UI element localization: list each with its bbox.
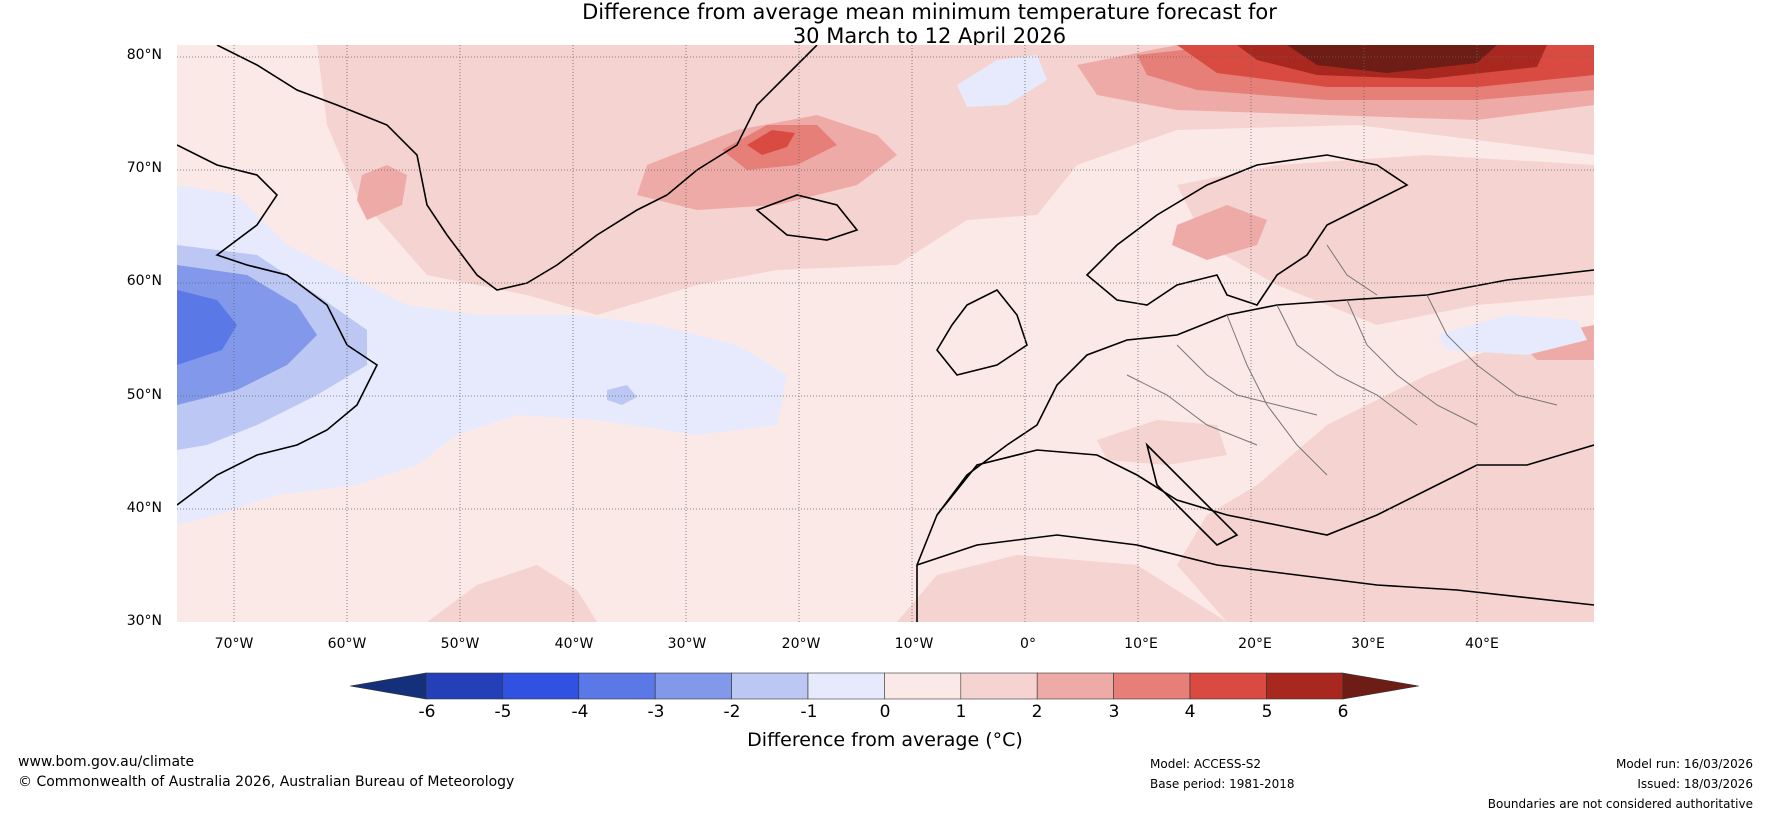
map-title-line-2: 30 March to 12 April 2026 xyxy=(792,24,1067,48)
colorbar-tick: -6 xyxy=(418,702,436,722)
anomaly-region-iceland-peak xyxy=(747,130,795,155)
colorbar-segment xyxy=(502,672,580,700)
colorbar-tick: 0 xyxy=(879,702,891,722)
colorbar-segment xyxy=(1189,672,1267,700)
colorbar-tick: 1 xyxy=(955,702,967,722)
anomaly-region-barents-peak xyxy=(1287,45,1497,73)
coast-british-isles xyxy=(936,288,1028,376)
colorbar-segment xyxy=(654,672,732,700)
coast-greenland xyxy=(216,45,818,291)
forecast-map xyxy=(177,45,1594,622)
border-3 xyxy=(1176,344,1318,416)
base-period-text: Base period: 1981-2018 xyxy=(1150,777,1295,791)
colorbar-segment xyxy=(578,672,656,700)
anomaly-region-east-mediterranean xyxy=(1177,330,1594,622)
lon-label: 50°W xyxy=(440,636,480,652)
lon-label: 20°E xyxy=(1238,636,1272,652)
anomaly-region-atlantic-cool xyxy=(177,185,787,525)
lon-label: 10°W xyxy=(894,636,934,652)
border-2 xyxy=(1276,304,1418,426)
lon-label: 20°W xyxy=(781,636,821,652)
anomaly-region-russia-cool xyxy=(1437,315,1587,355)
colorbar-tick: -1 xyxy=(800,702,818,722)
anomaly-region-atlantic-south xyxy=(427,565,597,622)
colorbar-tick: 5 xyxy=(1261,702,1273,722)
lon-label: 0° xyxy=(1020,636,1036,652)
colorbar-tick: -5 xyxy=(494,702,512,722)
colorbar-tick: 2 xyxy=(1031,702,1043,722)
lon-label: 60°W xyxy=(327,636,367,652)
colorbar-tick: -4 xyxy=(571,702,589,722)
colorbar-segment xyxy=(1266,672,1344,700)
colorbar-segment xyxy=(1113,672,1191,700)
lat-label: 30°N xyxy=(126,613,162,629)
model-run-text: Model run: 16/03/2026 xyxy=(1615,757,1753,771)
border-6 xyxy=(1426,294,1558,406)
colorbar-segment xyxy=(1036,672,1114,700)
lon-label: 40°E xyxy=(1465,636,1499,652)
lat-label: 50°N xyxy=(126,387,162,403)
gridlines xyxy=(177,45,1594,622)
colorbar-segment xyxy=(731,672,809,700)
anomaly-region-north-africa xyxy=(897,555,1227,622)
coast-iberia-med xyxy=(936,444,1594,536)
coast-norway xyxy=(1085,154,1409,306)
lat-label: 40°N xyxy=(126,500,162,516)
lon-label: 70°W xyxy=(214,636,254,652)
colorbar-tick: 3 xyxy=(1108,702,1120,722)
colorbar-label: Difference from average (°C) xyxy=(747,729,1023,751)
map-title: Difference from average mean minimum tem… xyxy=(0,0,1770,48)
anomaly-region-finland xyxy=(1172,205,1267,260)
website-link[interactable]: www.bom.gov.au/climate xyxy=(18,754,195,770)
lat-label: 60°N xyxy=(126,273,162,289)
colorbar xyxy=(350,672,1419,700)
lon-label: 30°W xyxy=(667,636,707,652)
disclaimer-text: Boundaries are not considered authoritat… xyxy=(1487,797,1753,811)
border-5 xyxy=(1346,299,1478,426)
border-4 xyxy=(1126,374,1258,446)
lon-label: 40°W xyxy=(554,636,594,652)
coast-north-africa xyxy=(916,534,1594,606)
coast-iceland xyxy=(755,194,859,241)
anomaly-region-baffin xyxy=(357,165,407,220)
colorbar-tick: -3 xyxy=(647,702,665,722)
country-borders xyxy=(1126,244,1558,476)
colorbar-segment xyxy=(884,672,962,700)
lat-label: 80°N xyxy=(126,47,162,63)
copyright-text: © Commonwealth of Australia 2026, Austra… xyxy=(18,774,515,790)
issued-text: Issued: 18/03/2026 xyxy=(1637,777,1753,791)
border-7 xyxy=(1326,244,1378,296)
lon-label: 30°E xyxy=(1351,636,1385,652)
lat-label: 70°N xyxy=(126,160,162,176)
colorbar-tick: 4 xyxy=(1184,702,1196,722)
border-1 xyxy=(1226,314,1328,476)
anomaly-region-alps xyxy=(1097,420,1227,465)
colorbar-segment xyxy=(425,672,503,700)
anomaly-region-labrador-3 xyxy=(177,290,237,365)
coast-baffin-labrador xyxy=(177,144,379,506)
map-title-line-1: Difference from average mean minimum tem… xyxy=(582,0,1277,24)
coast-italy xyxy=(1145,442,1239,546)
model-text: Model: ACCESS-S2 xyxy=(1150,757,1262,771)
colorbar-segment xyxy=(960,672,1038,700)
anomaly-region-atlantic-spot xyxy=(607,385,637,405)
lon-label: 10°E xyxy=(1124,636,1158,652)
colorbar-arrow-high xyxy=(1342,672,1419,700)
anomaly-region-svalbard-cool xyxy=(957,55,1047,107)
colorbar-arrow-low xyxy=(350,672,427,700)
colorbar-tick: -2 xyxy=(723,702,741,722)
coastlines xyxy=(177,45,1594,622)
colorbar-segment xyxy=(807,672,885,700)
map-canvas xyxy=(177,45,1594,622)
colorbar-tick: 6 xyxy=(1337,702,1349,722)
